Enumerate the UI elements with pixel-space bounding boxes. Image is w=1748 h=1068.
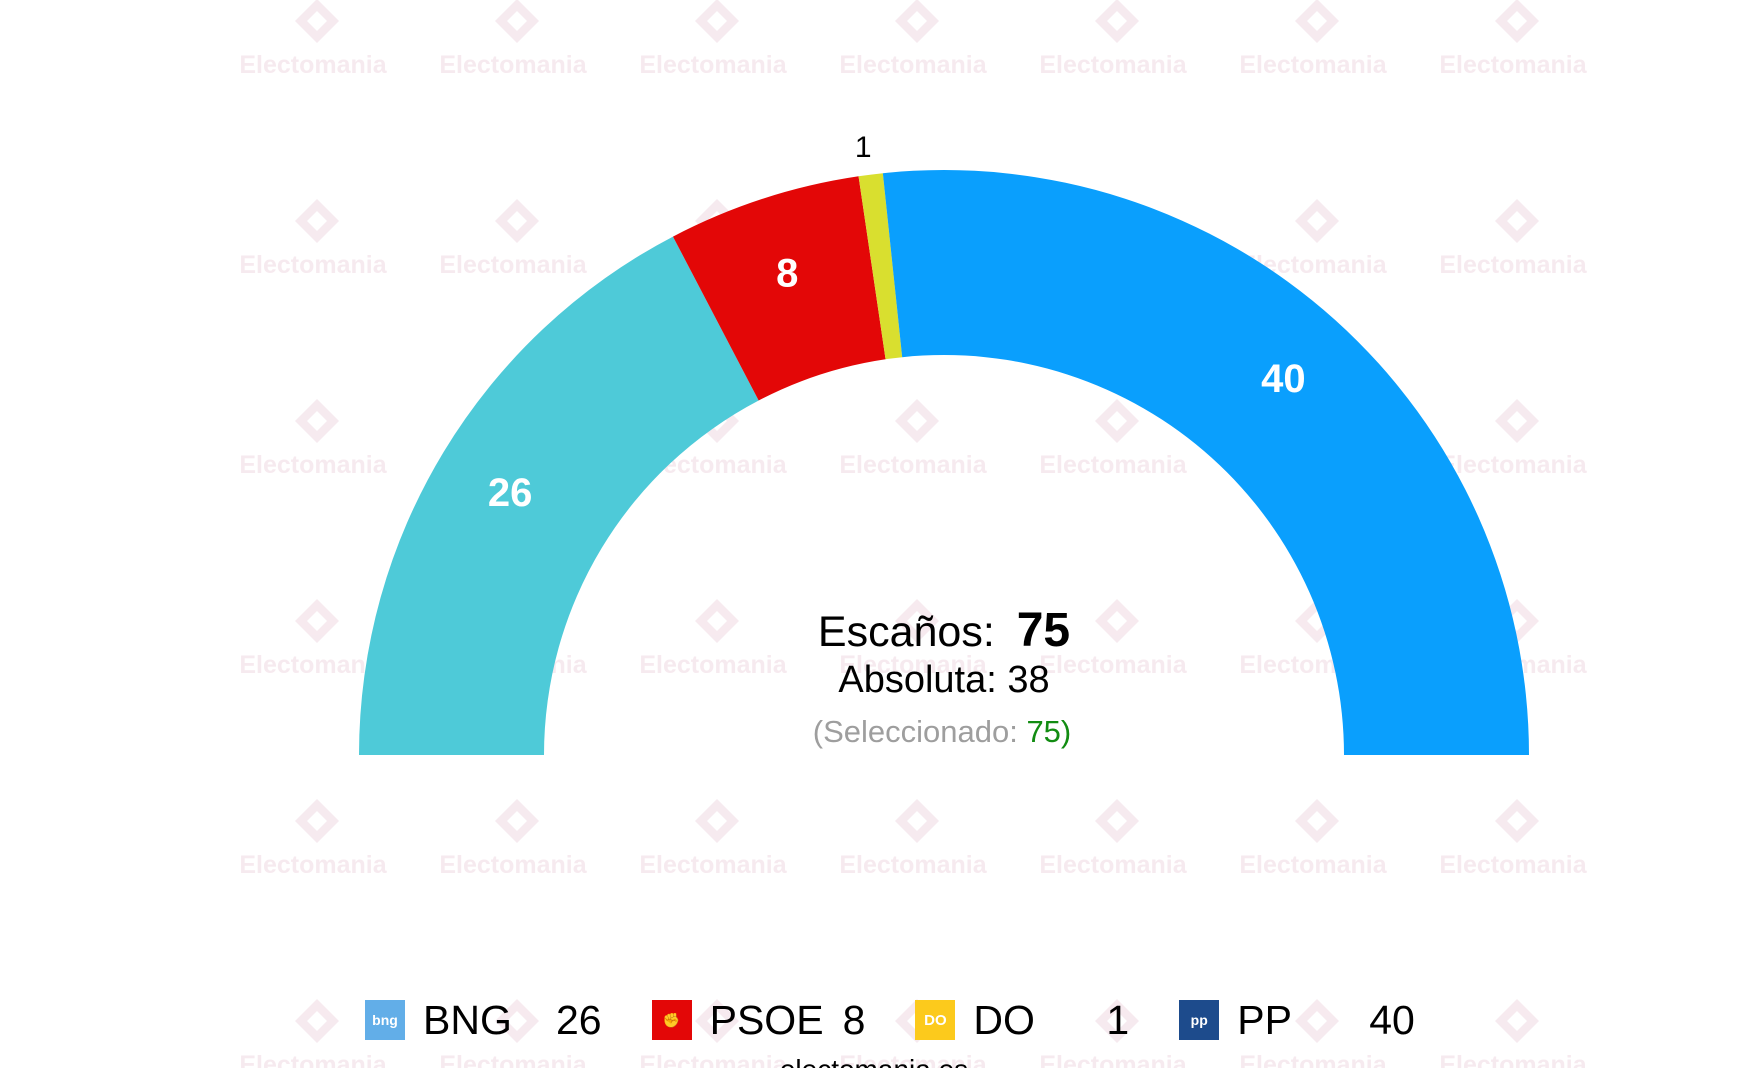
legend-seats-do: 1 [1106,996,1130,1043]
legend: bng BNG 26 ✊ PSOE 8 DO DO 1 pp PP 40 [365,992,1465,1048]
arc-bng[interactable] [359,236,759,755]
bng-logo-icon: bng [365,1000,405,1040]
legend-item-bng[interactable]: bng BNG 26 [365,997,602,1044]
psoe-logo-icon: ✊ [651,1000,692,1040]
selected-label: (Seleccionado: 75) [813,714,1072,749]
legend-seats-pp: 40 [1369,996,1415,1043]
selected-value: 75 [1026,714,1060,749]
seat-label-bng: 26 [488,471,533,515]
seat-label-psoe: 8 [776,252,798,296]
arc-psoe[interactable] [672,176,886,401]
arc-do[interactable] [858,173,903,360]
arc-pp[interactable] [882,170,1529,756]
seat-label-pp: 40 [1261,357,1306,401]
footer-source: electomania.es [0,1056,1748,1068]
pp-logo-icon: pp [1179,1000,1220,1040]
legend-seats-bng: 26 [556,996,602,1043]
seat-label-do: 1 [855,131,872,164]
legend-name-pp: PP [1237,996,1292,1043]
selected-prefix: (Seleccionado: [813,714,1027,749]
legend-name-psoe: PSOE [709,996,824,1043]
total-value: 75 [1017,604,1070,657]
total-seats: Escaños: 75 [818,604,1070,657]
majority-label: Absoluta: 38 [838,659,1049,701]
legend-item-pp[interactable]: pp PP 40 [1179,997,1415,1044]
legend-name-bng: BNG [423,996,512,1043]
legend-item-do[interactable]: DO DO 1 [915,997,1129,1044]
total-label: Escaños: [818,608,995,656]
do-logo-icon: DO [915,1000,956,1040]
legend-name-do: DO [973,996,1035,1043]
legend-item-psoe[interactable]: ✊ PSOE 8 [651,996,866,1044]
selected-suffix: ) [1061,714,1071,749]
legend-seats-psoe: 8 [842,996,866,1043]
